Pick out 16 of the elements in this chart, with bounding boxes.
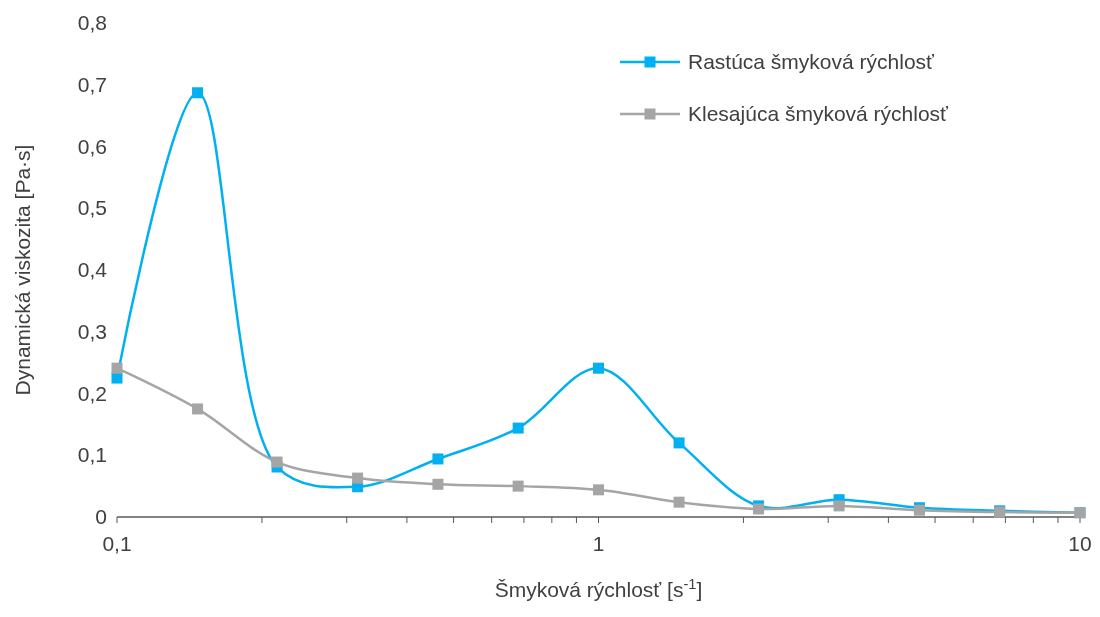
y-tick-label: 0,5 <box>77 196 107 220</box>
y-tick-label: 0,8 <box>77 11 107 34</box>
y-tick-label: 0,1 <box>77 443 107 467</box>
y-tick-label: 0,4 <box>77 258 108 281</box>
legend-label: Rastúca šmyková rýchlosť <box>688 50 936 73</box>
y-axis-title: Dynamická viskozita [Pa·s] <box>11 144 34 396</box>
y-tick-label: 0 <box>95 505 107 528</box>
x-axis-title: Šmyková rýchlosť [s$^{-1}$] <box>494 576 703 601</box>
y-tick-label: 0,2 <box>77 381 107 405</box>
x-tick-label: 0,1 <box>102 532 132 555</box>
legend-label: Klesajúca šmyková rýchlosť <box>688 102 950 125</box>
y-tick-label: 0,7 <box>77 72 107 96</box>
x-tick-label: 10 <box>1068 532 1092 555</box>
x-tick-label: 1 <box>592 532 605 555</box>
y-tick-label: 0,3 <box>77 319 107 343</box>
y-tick-label: 0,6 <box>77 134 107 158</box>
